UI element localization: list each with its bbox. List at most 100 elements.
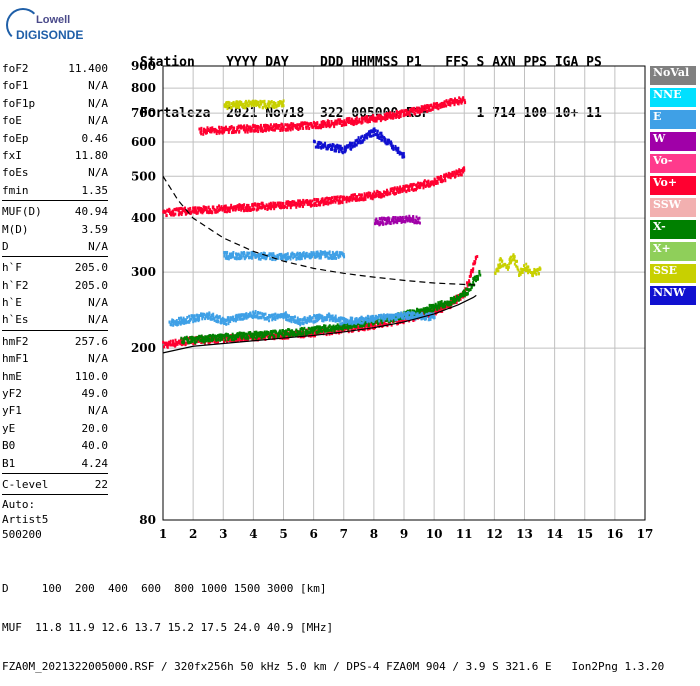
- echo-point: [243, 208, 246, 212]
- echo-point: [167, 342, 170, 346]
- echo-point: [205, 339, 208, 343]
- echo-point: [403, 187, 406, 191]
- echo-point: [218, 315, 221, 319]
- echo-point: [498, 258, 501, 262]
- echo-point: [528, 268, 531, 272]
- echo-point: [291, 331, 294, 335]
- echo-point: [397, 217, 400, 221]
- param-key: h`Es: [2, 313, 29, 327]
- echo-point: [318, 123, 321, 127]
- echo-point: [525, 262, 528, 266]
- param-row: h`Es N/A: [2, 311, 108, 328]
- echo-point: [326, 328, 329, 332]
- param-value: 11.400: [68, 62, 108, 75]
- echo-point: [183, 209, 186, 213]
- echo-point: [300, 332, 303, 336]
- echo-point: [372, 315, 375, 319]
- echo-point: [338, 251, 341, 255]
- echo-point: [270, 253, 273, 257]
- echo-point: [435, 304, 438, 308]
- echo-point: [280, 335, 283, 339]
- echo-point: [231, 332, 234, 336]
- echo-point: [266, 102, 269, 106]
- echo-point: [360, 193, 363, 197]
- echo-point: [317, 325, 320, 329]
- echo-point: [314, 319, 317, 323]
- echo-point: [406, 311, 409, 315]
- echo-point: [188, 340, 191, 344]
- echo-point: [239, 103, 242, 107]
- echo-point: [243, 334, 246, 338]
- echo-point: [417, 181, 420, 185]
- echo-point: [238, 314, 241, 318]
- echo-point: [311, 124, 314, 128]
- echo-point: [510, 255, 513, 259]
- echo-point: [195, 340, 198, 344]
- echo-point: [349, 316, 352, 320]
- echo-point: [308, 127, 311, 131]
- echo-point: [237, 335, 240, 339]
- echo-point: [237, 257, 240, 261]
- param-key: B0: [2, 439, 16, 453]
- echo-point: [328, 315, 331, 319]
- echo-point: [530, 271, 533, 275]
- echo-point: [393, 186, 396, 190]
- echo-point: [259, 126, 262, 130]
- echo-point: [430, 306, 433, 310]
- echo-point: [259, 311, 262, 315]
- echo-point: [535, 272, 538, 276]
- echo-point: [275, 203, 278, 207]
- echo-point: [274, 201, 277, 205]
- echo-point: [359, 139, 362, 143]
- echo-point: [423, 179, 426, 183]
- echo-point: [185, 320, 188, 324]
- echo-point: [174, 338, 177, 342]
- echo-point: [240, 100, 243, 104]
- echo-point: [187, 319, 190, 323]
- echo-point: [267, 100, 270, 104]
- echo-point: [280, 252, 283, 256]
- echo-point: [418, 111, 421, 115]
- echo-point: [235, 334, 238, 338]
- echo-point: [442, 179, 445, 183]
- echo-point: [431, 107, 434, 111]
- echo-point: [366, 136, 369, 140]
- echo-point: [306, 319, 309, 323]
- echo-point: [231, 253, 234, 257]
- echo-point: [337, 150, 340, 154]
- echo-point: [234, 338, 237, 342]
- echo-point: [349, 321, 352, 325]
- echo-point: [404, 113, 407, 117]
- echo-point: [223, 103, 226, 107]
- echo-point: [187, 338, 190, 342]
- echo-point: [389, 116, 392, 120]
- echo-point: [313, 197, 316, 201]
- echo-point: [298, 123, 301, 127]
- echo-point: [327, 146, 330, 150]
- echo-point: [391, 316, 394, 320]
- echo-point: [357, 322, 360, 326]
- echo-point: [200, 208, 203, 212]
- echo-point: [455, 297, 458, 301]
- echo-point: [328, 318, 331, 322]
- echo-point: [335, 327, 338, 331]
- echo-point: [417, 217, 420, 221]
- echo-point: [424, 105, 427, 109]
- echo-point: [186, 211, 189, 215]
- echo-point: [286, 206, 289, 210]
- echo-point: [324, 255, 327, 259]
- echo-point: [205, 335, 208, 339]
- echo-point: [413, 106, 416, 110]
- x-tick-label: 5: [279, 527, 287, 541]
- echo-point: [286, 313, 289, 317]
- echo-point: [237, 125, 240, 129]
- echo-point: [302, 251, 305, 255]
- echo-point: [195, 318, 198, 322]
- echo-point: [415, 183, 418, 187]
- param-value: N/A: [88, 296, 108, 310]
- echo-point: [394, 318, 397, 322]
- echo-point: [221, 208, 224, 212]
- echo-point: [355, 323, 358, 327]
- echo-point: [299, 126, 302, 130]
- echo-point: [206, 336, 209, 340]
